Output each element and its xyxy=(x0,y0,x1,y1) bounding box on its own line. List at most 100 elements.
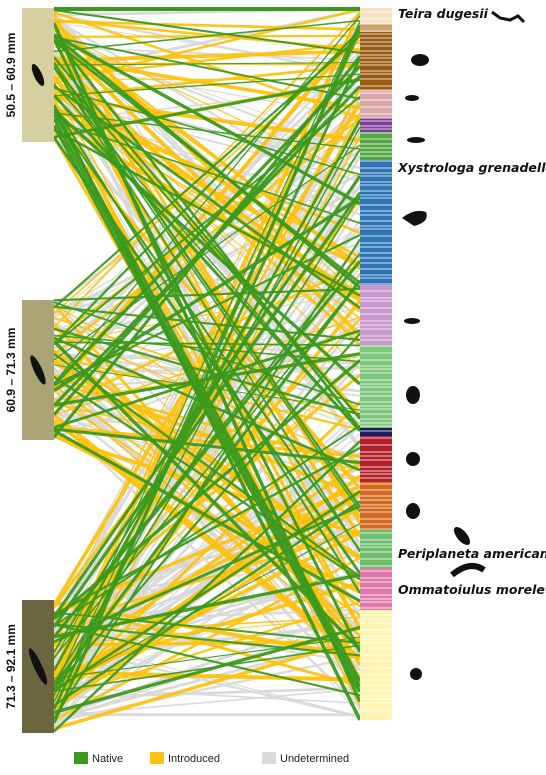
link xyxy=(53,280,361,659)
icon xyxy=(491,10,526,24)
link xyxy=(53,117,361,356)
link xyxy=(53,670,361,682)
link xyxy=(52,124,362,693)
link xyxy=(53,38,361,148)
prey-group xyxy=(360,530,392,568)
link xyxy=(53,611,361,644)
prey-group xyxy=(360,285,392,345)
icon xyxy=(407,137,425,143)
node-label: 60.9 – 71.3 mm xyxy=(4,328,18,413)
legend-swatch xyxy=(262,752,276,764)
legend-label: Native xyxy=(92,753,123,765)
link xyxy=(53,36,361,100)
prey-group xyxy=(360,24,392,32)
link xyxy=(52,65,362,387)
icon xyxy=(450,563,486,578)
icon xyxy=(411,54,429,66)
prey-group xyxy=(360,32,392,90)
prey-group xyxy=(360,610,392,720)
link xyxy=(53,104,361,594)
species-label: Xystrologa grenadella xyxy=(397,160,546,175)
link xyxy=(53,148,361,653)
link xyxy=(53,636,361,679)
link xyxy=(53,33,361,206)
link xyxy=(53,20,361,31)
lizard-icon xyxy=(30,355,46,385)
link xyxy=(53,120,361,225)
prey-group xyxy=(360,8,392,24)
link xyxy=(53,84,361,310)
legend: Native Introduced Undetermined xyxy=(74,752,349,765)
node-label: 50.5 – 60.9 mm xyxy=(4,33,18,118)
predator-nodes: 50.5 – 60.9 mm 60.9 – 71.3 mm 71.3 – 92.1 … xyxy=(4,8,54,733)
link xyxy=(53,637,361,731)
link xyxy=(53,34,361,289)
link xyxy=(53,56,361,110)
link xyxy=(53,31,361,703)
link xyxy=(53,92,361,319)
prey-group xyxy=(360,482,392,530)
link xyxy=(53,30,361,179)
link xyxy=(53,64,361,99)
icon xyxy=(406,386,420,404)
link xyxy=(53,15,361,384)
lizard-icon xyxy=(31,63,45,87)
link xyxy=(53,196,361,392)
legend-label: Undetermined xyxy=(280,753,349,765)
link xyxy=(52,94,362,432)
icon xyxy=(406,452,420,466)
prey-column xyxy=(360,8,392,720)
prey-group xyxy=(360,428,392,436)
link xyxy=(52,38,362,653)
icon xyxy=(453,526,471,546)
link xyxy=(53,490,361,693)
link xyxy=(53,62,361,66)
prey-group xyxy=(360,568,392,610)
link xyxy=(53,19,361,53)
legend-swatch xyxy=(150,752,164,764)
link xyxy=(53,429,361,603)
link xyxy=(53,62,361,508)
link xyxy=(53,201,361,332)
links xyxy=(52,7,362,733)
link xyxy=(53,424,361,627)
prey-group xyxy=(360,118,392,132)
prey-group xyxy=(360,90,392,118)
link xyxy=(53,144,361,361)
link xyxy=(53,39,361,315)
link xyxy=(53,504,361,644)
species-label: Ommatoiulus moreleti xyxy=(398,582,546,597)
link xyxy=(53,49,361,63)
link xyxy=(53,433,361,595)
link xyxy=(53,238,361,719)
link xyxy=(52,13,362,593)
link xyxy=(53,46,361,61)
link xyxy=(53,636,361,720)
lizard-icon xyxy=(28,648,48,685)
link xyxy=(53,623,361,697)
link xyxy=(53,686,361,700)
icon xyxy=(405,95,419,101)
link xyxy=(53,623,361,657)
link xyxy=(53,73,361,97)
link xyxy=(52,34,362,430)
link xyxy=(53,686,361,704)
link xyxy=(53,688,361,717)
link xyxy=(53,9,361,54)
prey-group xyxy=(360,345,392,428)
link xyxy=(53,625,361,714)
link xyxy=(53,305,361,341)
prey-group xyxy=(360,160,392,285)
species-label: Periplaneta americana xyxy=(398,546,546,561)
species-labels: Teira dugesii Xystrologa grenadella Peri… xyxy=(397,6,546,597)
link xyxy=(53,601,361,656)
icon xyxy=(402,210,427,226)
link xyxy=(53,78,361,81)
link xyxy=(53,415,361,708)
icon xyxy=(406,503,420,519)
icon xyxy=(404,318,420,324)
icon xyxy=(410,668,422,680)
legend-swatch xyxy=(74,752,88,764)
prey-group xyxy=(360,436,392,482)
link xyxy=(53,397,361,603)
